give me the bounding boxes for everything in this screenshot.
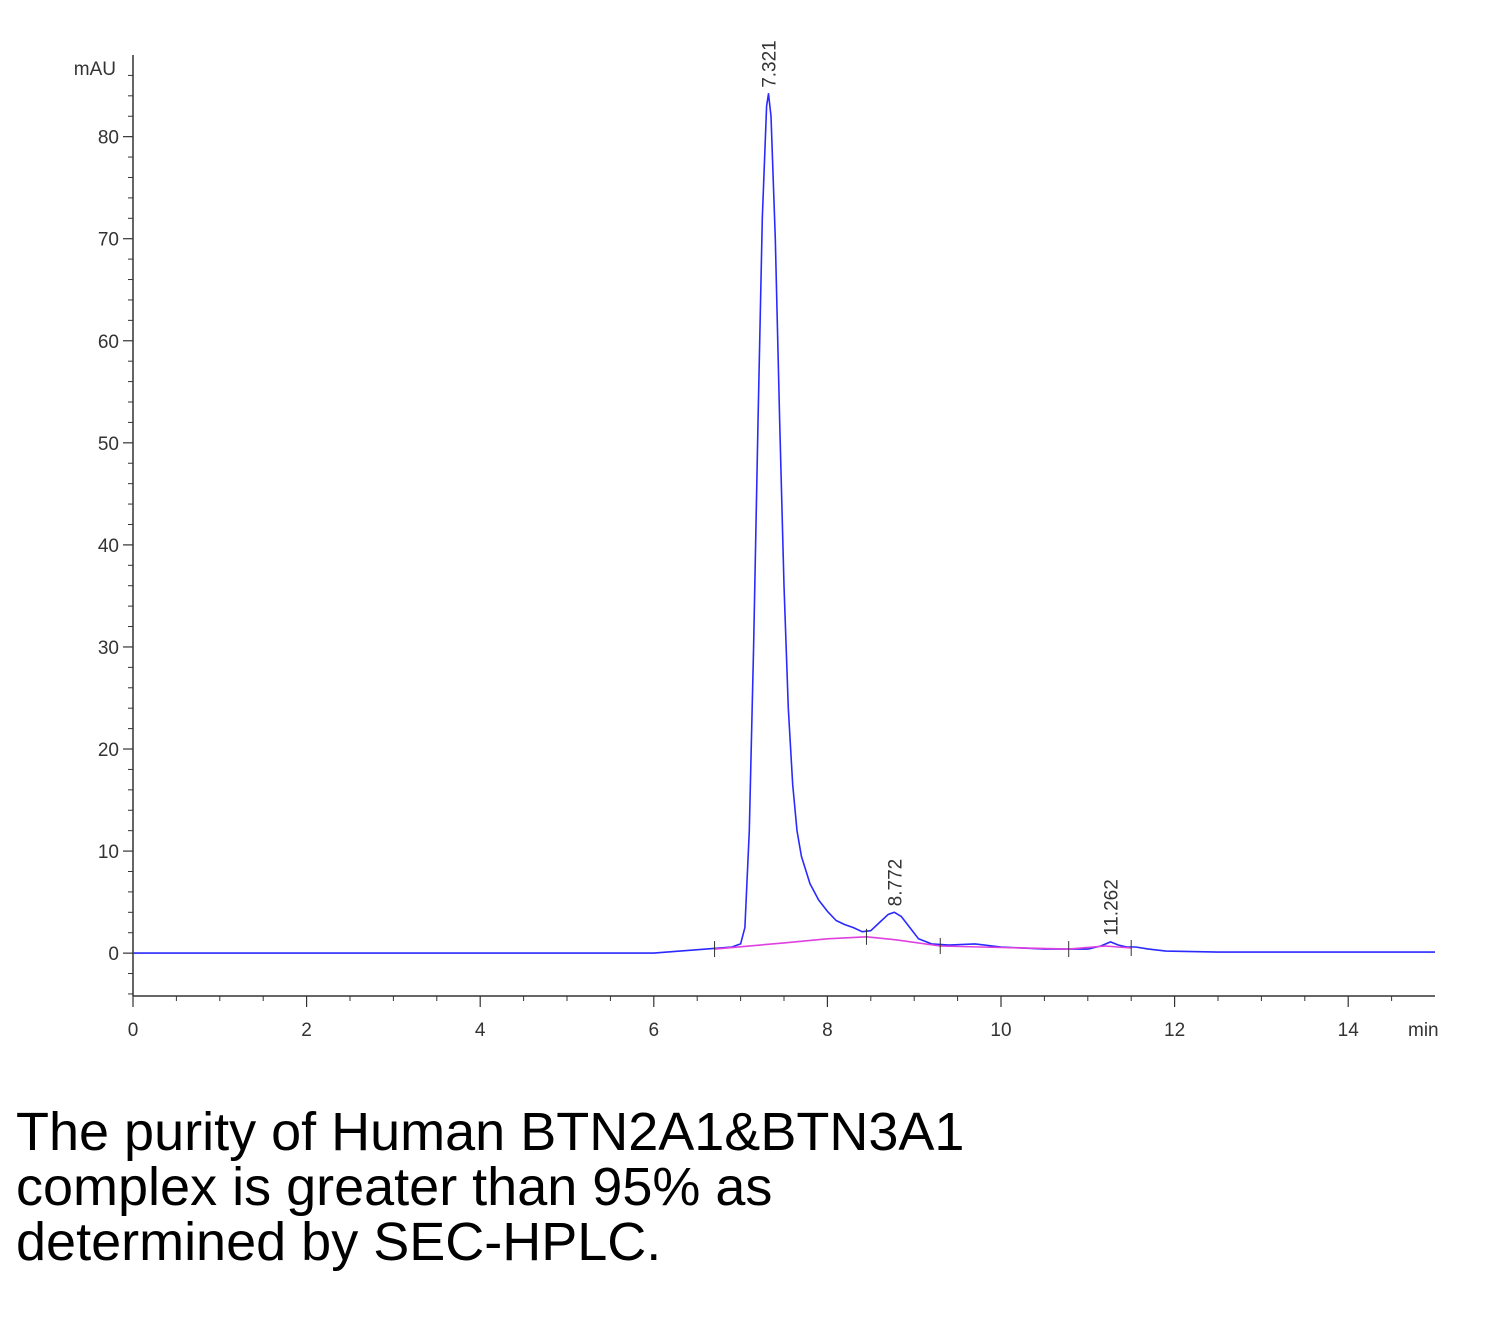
y-tick-label: 30 <box>98 638 119 659</box>
y-tick-label: 0 <box>108 944 119 965</box>
series-layer <box>133 93 1435 958</box>
x-tick-label: 10 <box>990 1020 1011 1041</box>
caption-line-2: complex is greater than 95% as <box>16 1157 773 1217</box>
y-tick-label: 20 <box>98 740 119 761</box>
x-tick-label: 4 <box>475 1020 486 1041</box>
caption-line-3: determined by SEC-HPLC. <box>16 1212 662 1272</box>
chromatogram-chart: mAU min 0 10 20 30 40 50 60 70 80 0 2 4 6 8 10 12 14 7.3… <box>74 40 1439 1041</box>
x-tick-label: 2 <box>301 1020 312 1041</box>
y-tick-label: 60 <box>98 332 119 353</box>
peak-labels: 7.321 8.772 11.262 <box>759 40 1122 936</box>
signal-trace <box>133 93 1435 954</box>
y-tick-label: 70 <box>98 230 119 251</box>
caption-line-1: The purity of Human BTN2A1&BTN3A1 <box>16 1102 965 1162</box>
figure-caption: The purity of Human BTN2A1&BTN3A1 comple… <box>16 1105 1316 1270</box>
peak-label: 7.321 <box>759 40 780 88</box>
y-tick-label: 50 <box>98 434 119 455</box>
y-tick-label: 80 <box>98 128 119 149</box>
x-tick-label: 8 <box>822 1020 833 1041</box>
baseline-trace <box>714 936 1132 950</box>
y-tick-label: 10 <box>98 842 119 863</box>
x-tick-label: 12 <box>1164 1020 1185 1041</box>
peak-label: 8.772 <box>885 859 906 907</box>
x-tick-label: 6 <box>649 1020 660 1041</box>
x-tick-label: 14 <box>1338 1020 1360 1041</box>
y-axis-label: mAU <box>74 59 116 80</box>
x-tick-label: 0 <box>128 1020 139 1041</box>
peak-label: 11.262 <box>1102 879 1123 936</box>
axis-ticks: 0 10 20 30 40 50 60 70 80 0 2 4 6 8 10 12 14 <box>98 74 1393 1041</box>
y-tick-label: 40 <box>98 536 119 557</box>
x-axis-label: min <box>1408 1020 1439 1041</box>
